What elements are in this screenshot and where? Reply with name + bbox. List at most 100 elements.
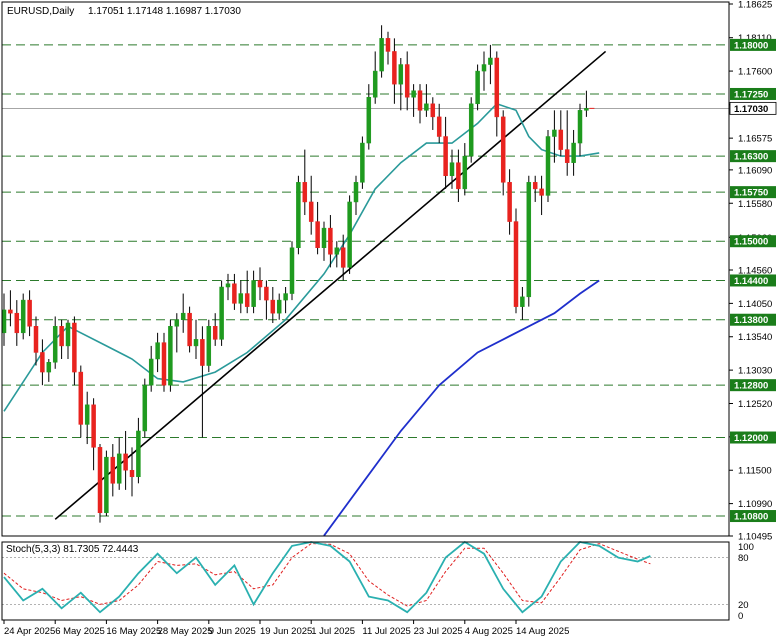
price-tick-label: 1.13540	[738, 332, 772, 343]
candle-body	[475, 70, 480, 105]
candles	[1, 25, 595, 523]
candle-bullish	[468, 97, 474, 163]
candle-bearish	[539, 175, 544, 216]
trendline-layer	[54, 50, 607, 520]
candle-bearish	[110, 444, 116, 497]
candle-body	[219, 286, 224, 340]
price-tick-label: 1.16090	[738, 165, 772, 176]
candle-bearish	[264, 280, 269, 320]
candle-bullish	[475, 64, 480, 111]
candle-body	[398, 64, 404, 85]
candle-body	[296, 182, 301, 249]
stoch-tick-label: 100	[738, 542, 754, 553]
candle-body	[283, 293, 288, 301]
candle-bullish	[168, 319, 173, 392]
candle-bullish	[577, 103, 583, 157]
current-price-label: 1.17030	[734, 104, 768, 115]
candle-body	[187, 312, 192, 347]
candle-body	[449, 162, 455, 177]
level-tag	[730, 150, 776, 163]
candle-bullish	[411, 84, 416, 117]
level-tag-label: 1.15000	[734, 237, 768, 248]
candle-bearish	[308, 175, 314, 235]
stoch-signal-line	[3, 543, 651, 607]
candle-body	[372, 70, 378, 98]
candle-body	[110, 456, 116, 484]
candle-bearish	[33, 316, 39, 366]
candle-body	[308, 201, 314, 222]
price-tick-label: 1.11500	[738, 466, 772, 477]
time-tick-label: 11 Jul 2025	[362, 626, 410, 637]
candle-body	[315, 221, 320, 249]
candle-bullish	[174, 313, 180, 353]
candle-bearish	[340, 234, 346, 281]
candle-body	[180, 312, 186, 320]
candle-bullish	[571, 129, 576, 176]
level-tag	[730, 379, 776, 392]
candle-body	[33, 326, 39, 353]
stoch-header: Stoch(5,3,3) 81.7305 72.4443	[6, 544, 139, 555]
candle-bearish	[187, 306, 192, 353]
candle-bullish	[296, 175, 301, 255]
candle-bullish	[289, 241, 295, 301]
candle-bullish	[206, 319, 212, 373]
candle-bearish	[257, 267, 263, 301]
candle-body	[340, 247, 346, 268]
candle-bullish	[225, 273, 231, 301]
price-tick-label: 1.10495	[738, 532, 772, 543]
candle-bullish	[136, 417, 141, 484]
candle-bearish	[270, 287, 276, 324]
candle-body	[84, 404, 90, 425]
level-tag-label: 1.16300	[734, 152, 768, 163]
price-tick-label: 1.12520	[738, 399, 772, 410]
candle-bullish	[180, 293, 186, 333]
candle-bullish	[219, 280, 224, 346]
stoch-main-line	[3, 540, 651, 614]
candle-body	[116, 453, 122, 484]
candle-body	[360, 142, 365, 183]
candle-bearish	[385, 31, 391, 65]
candle-bearish	[97, 444, 103, 523]
candle-body	[129, 469, 135, 478]
candle-bullish	[398, 57, 404, 111]
candle-body	[52, 326, 58, 363]
moving-averages	[3, 102, 600, 537]
candle-bearish	[244, 270, 250, 314]
candle-body	[1, 309, 7, 334]
candle-body	[46, 362, 52, 373]
time-tick-label: 23 Jul 2025	[414, 626, 463, 637]
candle-bullish	[116, 437, 122, 490]
candle-body	[97, 447, 103, 514]
candle-bearish	[161, 332, 167, 392]
candle-bullish	[155, 332, 160, 373]
candle-bullish	[372, 51, 378, 104]
candle-bullish	[193, 319, 199, 359]
candle-body	[244, 293, 250, 307]
candle-body	[443, 136, 448, 177]
candle-body	[161, 342, 167, 386]
candle-bearish	[315, 201, 320, 255]
level-tag	[730, 38, 776, 51]
price-tick-label: 1.18625	[738, 0, 772, 11]
candle-bullish	[283, 287, 288, 314]
candle-bearish	[123, 430, 128, 490]
candle-body	[404, 64, 410, 98]
candle-bullish	[520, 287, 525, 320]
candle-bullish	[552, 110, 557, 163]
stoch-tick-label: 20	[738, 600, 749, 611]
candle-bullish	[347, 195, 352, 274]
candle-bullish	[353, 175, 359, 216]
candle-bullish	[276, 293, 282, 320]
current-price-tag	[729, 101, 777, 115]
candle-bullish	[251, 270, 256, 314]
candle-body	[385, 38, 391, 52]
candle-bearish	[564, 110, 570, 176]
candle-bearish	[59, 319, 64, 359]
candle-body	[366, 96, 372, 144]
candle-body	[238, 293, 244, 304]
price-tick-label: 1.17600	[738, 67, 772, 78]
chart-frame	[1, 1, 730, 621]
candle-body	[193, 339, 199, 347]
candle-bearish	[392, 38, 397, 104]
level-tag-label: 1.17250	[734, 89, 768, 100]
